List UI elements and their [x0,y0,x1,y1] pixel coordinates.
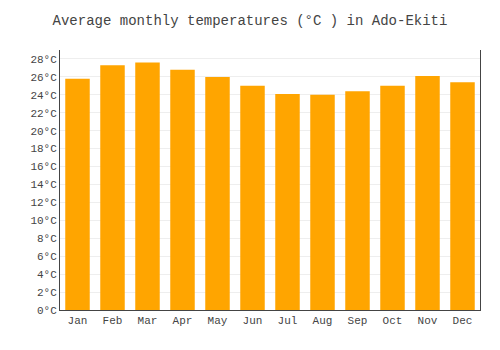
svg-text:Apr: Apr [173,315,193,327]
svg-text:Jan: Jan [68,315,88,327]
svg-text:4°C: 4°C [37,269,57,281]
svg-text:22°C: 22°C [30,108,57,120]
svg-text:20°C: 20°C [30,126,57,138]
svg-text:18°C: 18°C [30,143,57,155]
svg-text:8°C: 8°C [37,233,57,245]
svg-text:Jun: Jun [243,315,263,327]
svg-text:Nov: Nov [418,315,438,327]
svg-text:Jul: Jul [278,315,298,327]
svg-text:28°C: 28°C [30,54,57,66]
svg-text:Mar: Mar [138,315,158,327]
svg-text:Dec: Dec [453,315,473,327]
svg-text:12°C: 12°C [30,197,57,209]
svg-text:Average monthly temperatures (: Average monthly temperatures (°C ) in Ad… [53,13,448,29]
svg-text:Feb: Feb [103,315,123,327]
svg-text:10°C: 10°C [30,215,57,227]
svg-text:Oct: Oct [383,315,403,327]
svg-text:2°C: 2°C [37,287,57,299]
svg-text:0°C: 0°C [37,305,57,317]
svg-text:24°C: 24°C [30,90,57,102]
svg-text:May: May [208,315,228,327]
svg-text:14°C: 14°C [30,179,57,191]
svg-text:Sep: Sep [348,315,368,327]
svg-text:6°C: 6°C [37,251,57,263]
svg-text:16°C: 16°C [30,161,57,173]
svg-text:Aug: Aug [313,315,333,327]
svg-text:26°C: 26°C [30,72,57,84]
